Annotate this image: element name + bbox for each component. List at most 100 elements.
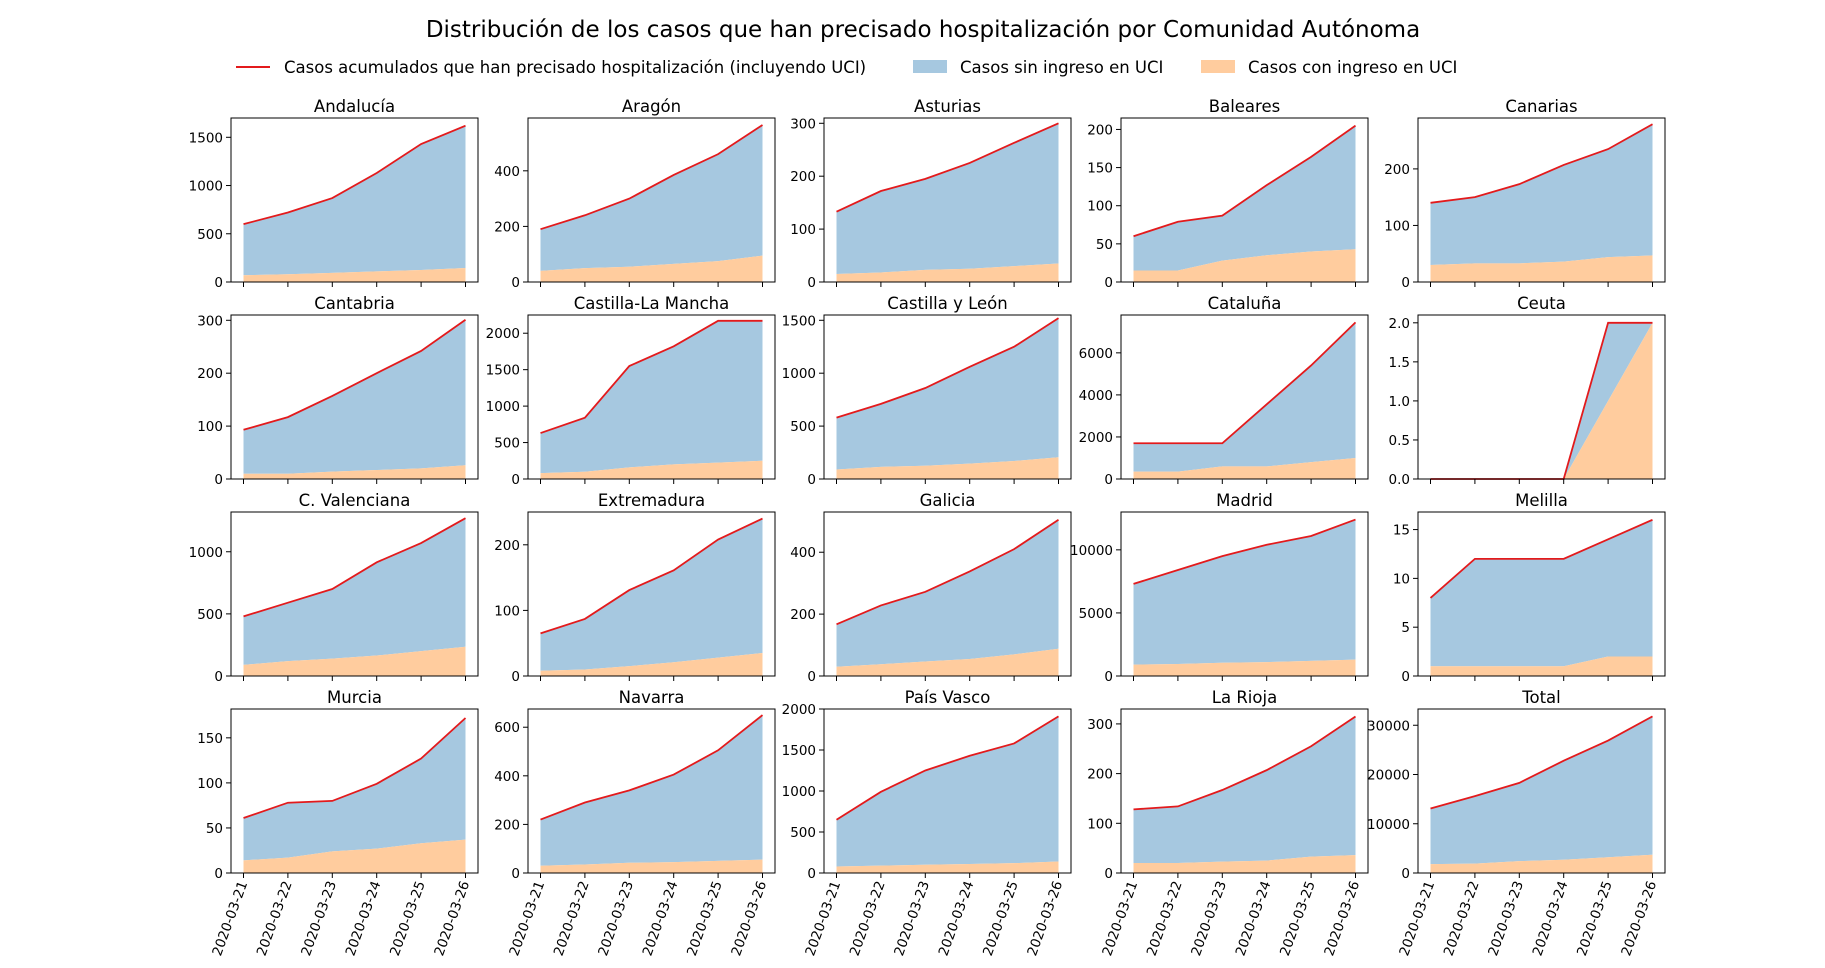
legend: Casos acumulados que han precisado hospi…: [236, 58, 1457, 77]
line-total: [1133, 518, 1356, 585]
y-tick-label: 200: [1087, 767, 1113, 783]
subplot-title: Castilla y León: [887, 294, 1007, 313]
y-tick-label: 0: [511, 866, 520, 882]
subplot-title: País Vasco: [905, 688, 991, 707]
line-total: [1133, 715, 1357, 811]
area-no-uci: [1430, 124, 1653, 266]
y-tick-label: 30000: [1367, 718, 1410, 734]
y-tick-label: 100: [1384, 218, 1410, 234]
line-total: [1133, 124, 1357, 238]
subplot-galicia: Galicia 0 200 400: [790, 491, 1072, 685]
subplot-title: Andalucía: [314, 97, 395, 116]
x-tick-label: 2020-03-24: [1233, 879, 1275, 958]
line-total: [836, 122, 1059, 213]
subplot-andalucía: Andalucía 0 500 1000 1500: [189, 97, 479, 291]
axes-frame: [1417, 314, 1666, 480]
y-tick-label: 0: [1104, 669, 1113, 685]
chart-title: Distribución de los casos que han precis…: [426, 17, 1420, 43]
y-tick-label: 200: [1384, 162, 1410, 178]
subplot-title: La Rioja: [1212, 688, 1277, 707]
y-tick-label: 2000: [486, 326, 520, 342]
axes-frame: [230, 511, 479, 677]
y-tick-label: 300: [197, 313, 223, 329]
axes-frame: [1417, 511, 1666, 677]
y-tick-label: 1000: [486, 399, 520, 415]
y-tick-label: 200: [494, 219, 520, 235]
y-tick-label: 5: [1401, 620, 1410, 636]
area-no-uci: [243, 319, 466, 474]
x-tick-label: 2020-03-25: [1277, 879, 1319, 958]
subplot-castilla-la-mancha: Castilla-La Mancha 0 500 1000 1500 2000: [486, 294, 776, 488]
x-tick-label: 2020-03-21: [506, 879, 548, 958]
y-tick-label: 500: [197, 607, 223, 623]
axes-frame: [1120, 708, 1369, 874]
line-total: [1430, 715, 1653, 810]
line-total: [836, 715, 1059, 821]
area-uci: [243, 839, 466, 873]
line-total: [1429, 518, 1653, 599]
legend-no-uci-swatch: [913, 60, 947, 73]
area-uci: [243, 465, 466, 479]
y-tick-label: 4000: [1079, 388, 1113, 404]
axes-frame: [527, 708, 776, 874]
axes-frame: [230, 117, 479, 283]
y-tick-label: 200: [790, 169, 816, 185]
y-tick-label: 1000: [189, 545, 223, 561]
legend-no-uci-label: Casos sin ingreso en UCI: [960, 58, 1163, 77]
subplot-title: Extremadura: [598, 491, 705, 510]
area-uci: [1133, 855, 1356, 873]
y-tick-label: 0: [1401, 866, 1410, 882]
subplots-grid: Andalucía050010001500Aragón0200400Asturi…: [189, 97, 1666, 958]
y-tick-label: 0: [214, 669, 223, 685]
axes-frame: [1120, 511, 1369, 677]
y-tick-label: 1.0: [1389, 394, 1410, 410]
y-tick-label: 100: [494, 603, 520, 619]
x-tick-label: 2020-03-24: [640, 879, 682, 958]
x-tick-label: 2020-03-23: [298, 879, 340, 958]
x-tick-label: 2020-03-24: [1530, 879, 1572, 958]
axes-frame: [823, 117, 1072, 283]
y-tick-label: 400: [494, 164, 520, 180]
line-total: [540, 124, 763, 231]
y-tick-label: 0: [214, 866, 223, 882]
subplot-madrid: Madrid 0 5000 10000: [1070, 491, 1369, 685]
x-tick-label: 2020-03-21: [802, 879, 844, 958]
area-uci: [1430, 656, 1653, 676]
area-uci: [1430, 255, 1653, 282]
area-no-uci: [1133, 125, 1356, 271]
axes-frame: [230, 708, 479, 874]
x-tick-label: 2020-03-24: [343, 879, 385, 958]
axes-frame: [823, 511, 1072, 677]
area-uci: [540, 653, 763, 676]
subplot-title: Madrid: [1216, 491, 1273, 510]
axes-frame: [527, 117, 776, 283]
x-tick-label: 2020-03-26: [1024, 879, 1066, 958]
y-tick-label: 1000: [782, 366, 816, 382]
subplot-canarias: Canarias 0 100 200: [1384, 97, 1666, 291]
y-tick-label: 1500: [782, 313, 816, 329]
subplot-extremadura: Extremadura 0 100 200: [494, 491, 776, 685]
area-no-uci: [243, 518, 466, 665]
area-uci: [540, 460, 763, 479]
y-tick-label: 0.5: [1389, 433, 1410, 449]
subplot-asturias: Asturias 0 100 200 300: [790, 97, 1072, 291]
axes-frame: [1417, 117, 1666, 283]
y-tick-label: 100: [197, 419, 223, 435]
legend-total-label: Casos acumulados que han precisado hospi…: [284, 58, 866, 77]
subplot-melilla: Melilla 0 5 10 15: [1393, 491, 1666, 685]
legend-uci-swatch: [1201, 60, 1235, 73]
axes-frame: [823, 314, 1072, 480]
area-no-uci: [836, 519, 1059, 667]
area-uci: [836, 861, 1059, 873]
subplot-c-valenciana: C. Valenciana 0 500 1000: [189, 491, 479, 685]
area-no-uci: [1430, 716, 1653, 865]
y-tick-label: 0: [807, 669, 816, 685]
x-tick-label: 2020-03-22: [847, 879, 889, 958]
x-tick-label: 2020-03-23: [595, 879, 637, 958]
area-no-uci: [836, 716, 1059, 867]
y-tick-label: 200: [790, 607, 816, 623]
legend-uci-label: Casos con ingreso en UCI: [1248, 58, 1457, 77]
x-tick-label: 2020-03-26: [1321, 879, 1363, 958]
